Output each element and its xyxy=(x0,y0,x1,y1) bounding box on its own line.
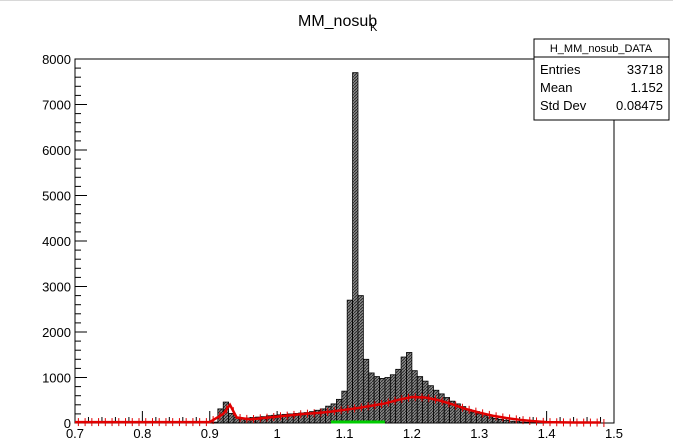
histogram-bar xyxy=(380,378,385,423)
histogram-bar xyxy=(353,73,358,423)
y-tick-label: 7000 xyxy=(42,98,71,113)
histogram-bar xyxy=(331,404,336,423)
histogram-bar xyxy=(326,406,331,423)
title-main: MM_nosub xyxy=(298,13,377,30)
histogram-bar xyxy=(385,378,390,424)
y-tick-label: 6000 xyxy=(42,143,71,158)
x-tick-label: 0.9 xyxy=(201,426,219,440)
histogram-bar xyxy=(493,418,498,423)
histogram-bar xyxy=(487,417,492,423)
stats-stddev-value: 0.08475 xyxy=(616,98,663,113)
x-tick-label: 1.1 xyxy=(335,426,353,440)
y-tick-label: 4000 xyxy=(42,234,71,249)
histogram-bar xyxy=(363,359,368,423)
x-tick-label: 1.5 xyxy=(605,426,623,440)
x-tick-label: 1 xyxy=(274,426,281,440)
histogram-bar xyxy=(433,390,438,423)
histogram-bar xyxy=(347,300,352,423)
stats-entries-value: 33718 xyxy=(627,62,663,77)
y-tick-label: 2000 xyxy=(42,325,71,340)
title-subscript: K xyxy=(370,22,378,34)
stats-entries-label: Entries xyxy=(540,62,581,77)
x-tick-label: 0.8 xyxy=(133,426,151,440)
histogram-bar xyxy=(477,414,482,423)
histogram-bar xyxy=(374,377,379,423)
stats-stddev-label: Std Dev xyxy=(540,98,587,113)
stats-box: H_MM_nosub_DATA Entries 33718 Mean 1.152… xyxy=(534,39,669,120)
histogram-bar xyxy=(423,381,428,423)
histogram-bar xyxy=(439,394,444,423)
y-tick-label: 1000 xyxy=(42,371,71,386)
x-tick-label: 1.3 xyxy=(470,426,488,440)
y-tick-label: 5000 xyxy=(42,189,71,204)
x-tick-label: 0.7 xyxy=(66,426,84,440)
histogram-bar xyxy=(369,373,374,423)
stats-box-name: H_MM_nosub_DATA xyxy=(550,43,653,55)
y-tick-label: 8000 xyxy=(42,52,71,67)
histogram-bar xyxy=(401,357,406,423)
x-tick-label: 1.2 xyxy=(403,426,421,440)
plot-frame xyxy=(75,59,614,423)
histogram-bar xyxy=(428,386,433,423)
histogram-bar xyxy=(514,422,519,423)
x-tick-label: 1.4 xyxy=(538,426,556,440)
histogram-bar xyxy=(406,352,411,423)
histogram-bar xyxy=(396,369,401,423)
y-tick-label: 3000 xyxy=(42,280,71,295)
stats-mean-label: Mean xyxy=(540,80,573,95)
stats-mean-value: 1.152 xyxy=(630,80,663,95)
histogram-bar xyxy=(358,296,363,423)
histogram-bar xyxy=(504,420,509,423)
histogram-bar xyxy=(520,422,525,423)
plot-title: MM_nosub K xyxy=(298,13,378,34)
histogram-bar xyxy=(342,391,347,423)
